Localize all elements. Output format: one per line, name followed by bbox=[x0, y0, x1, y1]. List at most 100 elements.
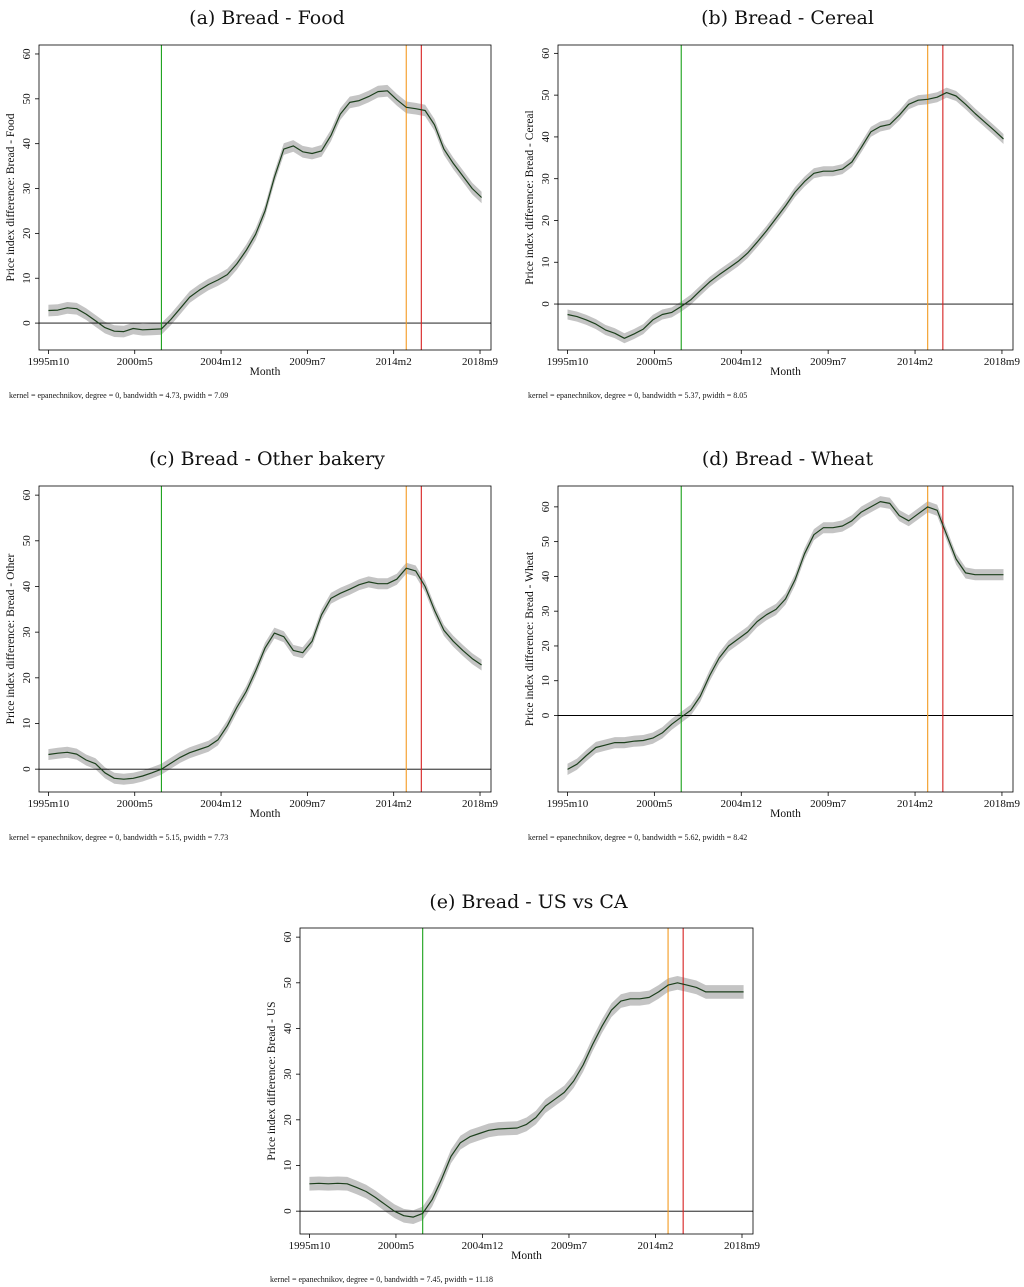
confidence-band bbox=[309, 976, 744, 1224]
series-line bbox=[48, 90, 483, 333]
x-axis-label: Month bbox=[250, 808, 281, 820]
y-axis-label: Price index difference: Bread - Wheat bbox=[524, 551, 536, 726]
confidence-band bbox=[567, 87, 1004, 344]
y-tick-label: 50 bbox=[540, 89, 552, 101]
x-tick-label: 2000m5 bbox=[378, 1240, 415, 1252]
series-line bbox=[309, 982, 744, 1218]
y-tick-label: 0 bbox=[540, 301, 552, 307]
y-tick-label: 0 bbox=[21, 766, 33, 772]
plot-frame bbox=[38, 485, 492, 793]
y-tick-label: 20 bbox=[540, 214, 552, 226]
y-tick-label: 60 bbox=[540, 47, 552, 59]
y-tick-label: 0 bbox=[540, 712, 552, 718]
y-tick-label: 10 bbox=[540, 256, 552, 268]
y-tick-label: 30 bbox=[540, 173, 552, 185]
y-tick-label: 20 bbox=[21, 227, 33, 239]
y-tick-label: 60 bbox=[21, 48, 33, 60]
y-tick-label: 40 bbox=[282, 1022, 294, 1034]
x-tick-label: 2014m2 bbox=[637, 1240, 673, 1252]
x-tick-label: 2018m9 bbox=[462, 356, 499, 368]
confidence-band bbox=[567, 496, 1004, 775]
y-tick-label: 10 bbox=[21, 717, 33, 729]
chart-panel-4: (e) Bread - US vs CA 1995m10 2000m5 2004m12… bbox=[266, 891, 761, 1284]
y-tick-label: 0 bbox=[21, 320, 33, 326]
x-tick-label: 2009m7 bbox=[289, 798, 326, 810]
plot-frame bbox=[299, 927, 754, 1235]
plot-frame bbox=[38, 44, 492, 351]
series-line bbox=[567, 91, 1004, 339]
x-axis-label: Month bbox=[770, 366, 801, 378]
x-tick-label: 1995m10 bbox=[28, 356, 70, 368]
x-tick-label: 2018m9 bbox=[724, 1240, 761, 1252]
x-tick-label: 2018m9 bbox=[462, 798, 499, 810]
y-tick-label: 20 bbox=[540, 640, 552, 652]
y-tick-label: 30 bbox=[282, 1068, 294, 1080]
kernel-note: kernel = epanechnikov, degree = 0, bandw… bbox=[528, 833, 747, 842]
x-tick-label: 2014m2 bbox=[897, 356, 933, 368]
y-tick-label: 50 bbox=[21, 93, 33, 105]
x-tick-label: 2004m12 bbox=[462, 1240, 504, 1252]
y-tick-label: 20 bbox=[282, 1114, 294, 1126]
x-tick-label: 2009m7 bbox=[289, 356, 326, 368]
plot-frame bbox=[557, 485, 1014, 793]
x-tick-label: 2004m12 bbox=[200, 798, 242, 810]
panel-title: (b) Bread - Cereal bbox=[701, 7, 874, 29]
y-tick-label: 10 bbox=[540, 675, 552, 687]
series-line bbox=[48, 567, 482, 780]
x-tick-label: 2000m5 bbox=[636, 798, 673, 810]
x-tick-label: 2004m12 bbox=[720, 798, 762, 810]
y-tick-label: 60 bbox=[21, 489, 33, 501]
y-tick-label: 40 bbox=[21, 138, 33, 150]
kernel-note: kernel = epanechnikov, degree = 0, bandw… bbox=[9, 833, 228, 842]
y-tick-label: 30 bbox=[540, 605, 552, 617]
y-tick-label: 60 bbox=[282, 931, 294, 943]
x-tick-label: 2000m5 bbox=[117, 356, 154, 368]
kernel-note: kernel = epanechnikov, degree = 0, bandw… bbox=[270, 1275, 493, 1284]
y-axis-label: Price index difference: Bread - Food bbox=[5, 113, 17, 281]
x-tick-label: 2014m2 bbox=[897, 798, 933, 810]
kernel-note: kernel = epanechnikov, degree = 0, bandw… bbox=[528, 391, 747, 400]
y-tick-label: 40 bbox=[540, 131, 552, 143]
chart-panel-1: (b) Bread - Cereal 1995m10 2000m5 2004m12 20… bbox=[524, 7, 1020, 400]
x-tick-label: 1995m10 bbox=[547, 798, 589, 810]
y-tick-label: 60 bbox=[540, 501, 552, 513]
kernel-note: kernel = epanechnikov, degree = 0, bandw… bbox=[9, 391, 228, 400]
plot-area bbox=[558, 45, 1013, 350]
confidence-band bbox=[48, 562, 482, 785]
x-tick-label: 1995m10 bbox=[289, 1240, 331, 1252]
x-axis-label: Month bbox=[250, 366, 281, 378]
y-tick-label: 40 bbox=[21, 580, 33, 592]
panel-title: (a) Bread - Food bbox=[189, 7, 345, 29]
plot-area bbox=[39, 486, 491, 792]
y-tick-label: 10 bbox=[21, 272, 33, 284]
x-tick-label: 2014m2 bbox=[376, 356, 412, 368]
plot-frame bbox=[557, 44, 1014, 351]
x-tick-label: 1995m10 bbox=[547, 356, 589, 368]
plot-area bbox=[300, 928, 753, 1234]
y-tick-label: 0 bbox=[282, 1208, 294, 1214]
y-tick-label: 40 bbox=[540, 570, 552, 582]
x-tick-label: 2009m7 bbox=[551, 1240, 588, 1252]
chart-panel-0: (a) Bread - Food 1995m10 2000m5 2004m12 2009… bbox=[5, 7, 499, 400]
x-tick-label: 2004m12 bbox=[720, 356, 762, 368]
x-tick-label: 2014m2 bbox=[376, 798, 412, 810]
y-axis-label: Price index difference: Bread - US bbox=[266, 1001, 278, 1160]
x-tick-label: 1995m10 bbox=[28, 798, 70, 810]
plot-area bbox=[558, 486, 1013, 792]
x-tick-label: 2004m12 bbox=[200, 356, 242, 368]
x-axis-label: Month bbox=[511, 1250, 542, 1262]
y-axis-label: Price index difference: Bread - Other bbox=[5, 554, 17, 725]
x-tick-label: 2009m7 bbox=[810, 798, 847, 810]
panel-title: (c) Bread - Other bakery bbox=[149, 448, 385, 470]
x-tick-label: 2018m9 bbox=[984, 798, 1021, 810]
y-tick-label: 10 bbox=[282, 1159, 294, 1171]
x-tick-label: 2000m5 bbox=[636, 356, 673, 368]
y-tick-label: 50 bbox=[282, 977, 294, 989]
y-tick-label: 30 bbox=[21, 626, 33, 638]
y-tick-label: 20 bbox=[21, 672, 33, 684]
y-axis-label: Price index difference: Bread - Cereal bbox=[524, 110, 536, 284]
x-axis-label: Month bbox=[770, 808, 801, 820]
